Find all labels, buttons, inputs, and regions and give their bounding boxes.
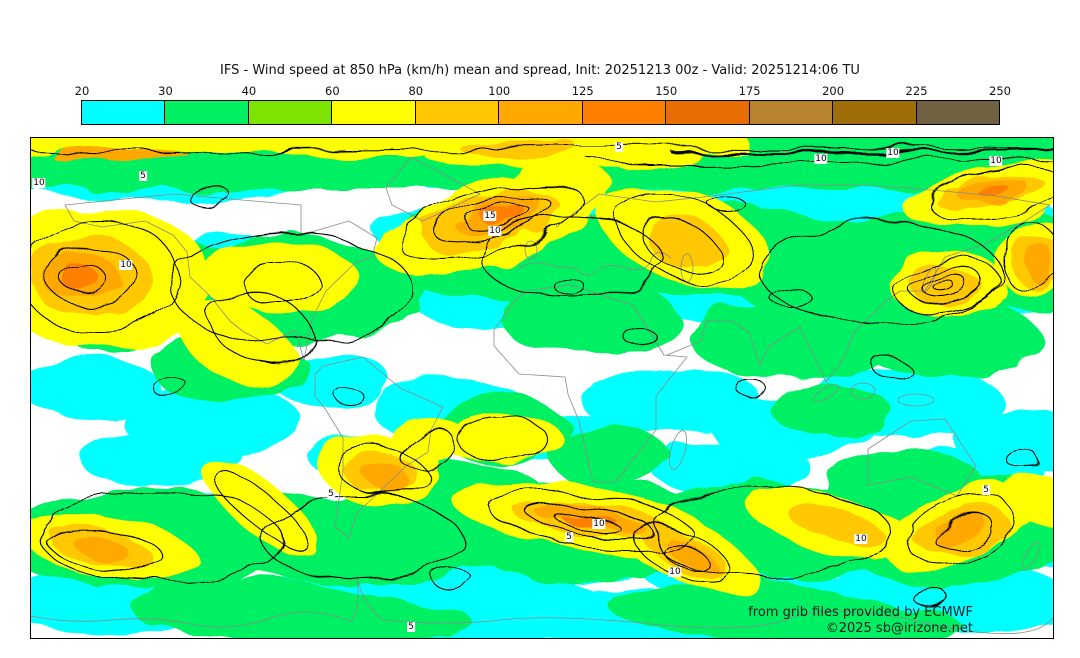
colorbar-tick-label: 20 <box>74 84 90 98</box>
colorbar-tick-label: 225 <box>905 84 928 98</box>
colorbar-tick-label: 30 <box>158 84 173 98</box>
colorbar-segment <box>165 101 249 124</box>
wind-fill-deep-orange-layer <box>59 184 1009 528</box>
world-wind-map: 5 10 10 10 10 15 10 10 5 10 5 10 10 5 5 5 from grib fil… <box>30 137 1054 639</box>
attribution-source: from grib files provided by ECMWF <box>748 605 973 620</box>
colorbar-segment <box>415 101 500 124</box>
wind-field-canvas <box>31 138 1053 638</box>
colorbar-tick-label: 40 <box>241 84 257 98</box>
colorbar-tick-label: 80 <box>408 84 424 98</box>
colorbar-segment <box>82 101 166 124</box>
colorbar-tick-label: 100 <box>488 84 511 98</box>
colorbar-tick-label: 150 <box>655 84 678 98</box>
colorbar-segment <box>248 101 333 124</box>
chart-title: IFS - Wind speed at 850 hPa (km/h) mean … <box>220 63 860 78</box>
colorbar <box>81 100 1000 125</box>
colorbar-tick-label: 250 <box>989 84 1011 98</box>
colorbar-tick-label: 175 <box>738 84 761 98</box>
colorbar-tick-label: 200 <box>822 84 845 98</box>
coastlines <box>31 156 1053 635</box>
spread-contours <box>31 145 1053 607</box>
colorbar-tick-labels: 20 30 40 60 80 100 125 150 175 200 225 250 <box>0 84 1080 98</box>
colorbar-segment <box>582 101 667 124</box>
colorbar-segment <box>749 101 834 124</box>
colorbar-tick-label: 60 <box>325 84 340 98</box>
colorbar-segment <box>332 101 416 124</box>
colorbar-segment <box>666 101 750 124</box>
attribution-copyright: ©2025 sb@irizone.net <box>825 621 973 636</box>
colorbar-segment <box>499 101 583 124</box>
colorbar-segment <box>916 101 999 124</box>
attribution: from grib files provided by ECMWF ©2025 … <box>748 605 973 637</box>
colorbar-segment <box>833 101 917 124</box>
colorbar-tick-label: 125 <box>571 84 594 98</box>
